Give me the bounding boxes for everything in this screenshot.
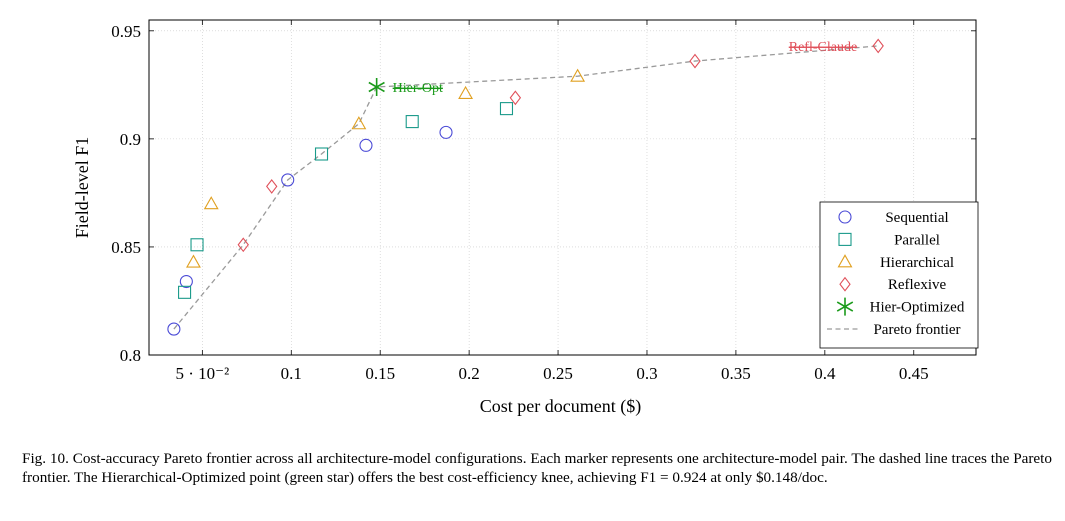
legend-label-pareto-frontier: Pareto frontier: [873, 322, 960, 338]
sequential-point: [281, 173, 295, 187]
pareto-frontier-line: [173, 45, 879, 330]
sequential-point: [179, 274, 193, 289]
hierarchical-point: [570, 68, 586, 82]
legend-marker-hierarchical: [837, 254, 853, 268]
sequential-point: [359, 138, 373, 152]
annotation-refl-claude: Refl-Claude: [789, 40, 857, 55]
pareto-frontier-layer: [173, 45, 879, 330]
legend-label-parallel: Parallel: [894, 232, 940, 248]
hierarchical-point: [351, 116, 367, 130]
legend: Sequential Parallel Hierarchical Reflexive H…: [819, 201, 979, 349]
legend-label-hierarchical: Hierarchical: [880, 255, 954, 271]
x-tick-label: 0.45: [899, 364, 929, 383]
annotation-hier-opt: Hier-Opt: [393, 81, 443, 96]
reflexive-point: [266, 179, 278, 194]
x-tick-label: 0.25: [543, 364, 573, 383]
hierarchical-point: [458, 85, 474, 100]
legend-label-hier-optimized: Hier-Optimized: [870, 300, 965, 316]
x-tick-label: 0.35: [721, 364, 751, 383]
axes: 5 · 10⁻² 0.1 0.15 0.2 0.25 0.3 0.35 0.4 0.45 0.8 0…: [72, 19, 977, 417]
x-tick-label: 0.1: [281, 364, 302, 383]
data-markers: [167, 38, 884, 336]
y-tick-label: 0.85: [111, 238, 141, 257]
legend-label-reflexive: Reflexive: [888, 277, 947, 293]
legend-label-sequential: Sequential: [885, 210, 948, 226]
reflexive-point: [872, 38, 884, 54]
hierarchical-point: [203, 196, 219, 210]
x-tick-label: 0.4: [814, 364, 836, 383]
legend-marker-parallel: [838, 232, 852, 246]
x-tick-label: 0.2: [459, 364, 480, 383]
legend-marker-reflexive: [839, 276, 851, 292]
legend-marker-sequential: [838, 210, 852, 224]
parallel-point: [178, 285, 192, 299]
figure-caption: Fig. 10. Cost-accuracy Pareto frontier a…: [22, 450, 1052, 486]
x-axis-label: Cost per document ($): [480, 396, 641, 417]
parallel-point: [314, 147, 329, 161]
parallel-point: [190, 238, 204, 252]
y-tick-label: 0.8: [120, 346, 141, 365]
reflexive-point: [509, 90, 522, 106]
y-tick-label: 0.9: [120, 130, 141, 149]
hier-optimized-point: [368, 78, 385, 96]
legend-marker-hier-optimized: [836, 297, 854, 316]
reflexive-point: [237, 237, 249, 253]
sequential-point: [167, 322, 181, 336]
y-axis-label: Field-level F1: [72, 137, 92, 239]
x-tick-label: 5 · 10⁻²: [175, 364, 229, 383]
x-tick-label: 0.15: [365, 364, 395, 383]
reflexive-point: [689, 53, 701, 69]
parallel-point: [499, 102, 514, 116]
hierarchical-point: [186, 254, 201, 268]
parallel-point: [405, 115, 419, 129]
x-tick-label: 0.3: [636, 364, 657, 383]
pareto-chart: Hier-Opt Refl-Claude 5 · 10⁻² 0.1 0.15 0.2 0.…: [72, 19, 979, 417]
y-tick-label: 0.95: [111, 22, 141, 41]
legend-box: [819, 201, 979, 349]
sequential-point: [439, 125, 453, 139]
annotations: Hier-Opt Refl-Claude: [393, 40, 858, 96]
plot-frame: [148, 19, 977, 356]
